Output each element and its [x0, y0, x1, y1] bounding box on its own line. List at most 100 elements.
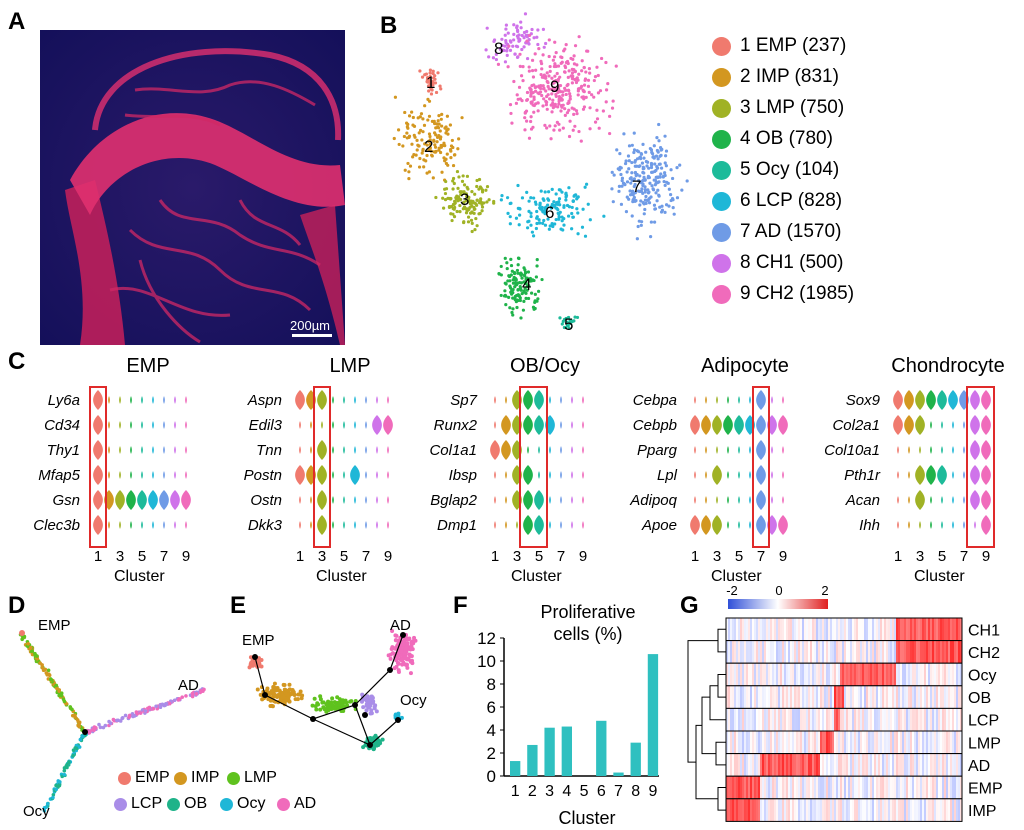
violin-shape [571, 396, 573, 404]
heatmap-cell [762, 798, 765, 822]
heatmap-cell [856, 618, 859, 641]
heatmap-row-label: CH1 [968, 622, 1000, 639]
tsne-point [403, 110, 407, 115]
violin-shape [365, 496, 367, 504]
trajectory-cell [20, 637, 24, 642]
trajectory-cell [103, 723, 108, 728]
heatmap-cell [790, 685, 793, 709]
heatmap-cell [824, 731, 827, 754]
heatmap-cell [934, 731, 937, 754]
heatmap-cell [960, 640, 963, 664]
tsne-point [557, 188, 561, 192]
tsne-point [616, 167, 620, 171]
heatmap-cell [942, 640, 945, 664]
trajectory-cell [65, 762, 69, 767]
heatmap-cell [884, 776, 887, 799]
violin-shape [141, 421, 143, 429]
tsne-point [536, 297, 540, 301]
heatmap-cell [768, 685, 771, 709]
cluster-tick: 7 [362, 548, 370, 565]
violin-shape [376, 446, 378, 454]
dendrogram-branch [701, 696, 716, 755]
heatmap-cell [934, 776, 937, 799]
legend-swatch [712, 191, 731, 211]
trajectory-cell [289, 691, 294, 696]
heatmap-cell [900, 618, 903, 641]
heatmap-cell [864, 663, 867, 686]
heatmap-cell [812, 663, 815, 686]
violin-shape [981, 465, 991, 485]
heatmap-cell [870, 708, 873, 731]
heatmap-cell [744, 640, 747, 664]
heatmap-cell [754, 776, 757, 799]
tsne-point [552, 80, 557, 84]
heatmap-cell [880, 708, 883, 731]
violin-shape [115, 490, 125, 510]
trajectory-cell [389, 647, 394, 652]
tsne-point [431, 176, 435, 180]
violin-shape [560, 521, 562, 529]
heatmap-cell [868, 618, 871, 641]
heatmap-cell [806, 731, 809, 754]
heatmap-cell [924, 776, 927, 799]
heatmap-cell [828, 798, 831, 822]
trajectory-cell [374, 709, 379, 714]
tsne-point [416, 116, 420, 120]
violin-shape [317, 440, 327, 460]
trajectory-cell [369, 696, 374, 701]
heatmap-cell [772, 776, 775, 799]
violin-shape [981, 490, 991, 510]
heatmap-cell [958, 663, 961, 686]
heatmap-cell [806, 685, 809, 709]
violin-shape [771, 471, 773, 479]
heatmap-cell [762, 618, 765, 641]
heatmap-cell [874, 798, 877, 822]
traj-d-emp-label: EMP [38, 617, 71, 634]
tsne-point [637, 219, 641, 223]
tsne-cluster-number: 8 [494, 39, 503, 58]
heatmap-cell [816, 798, 819, 822]
violin-shape [694, 396, 696, 404]
heatmap-cell [746, 776, 749, 799]
trajectory-cell [401, 660, 406, 665]
tsne-point [433, 145, 438, 149]
heatmap-cell [766, 663, 769, 686]
trajectory-cell [132, 714, 137, 718]
trajectory-cell [51, 795, 55, 800]
heatmap-cell [744, 618, 747, 641]
tsne-point [396, 128, 401, 132]
tsne-point [470, 190, 474, 194]
trajectory-cell [330, 696, 335, 701]
heatmap-cell [896, 708, 899, 731]
heatmap-cell [946, 685, 949, 709]
heatmap-cell [752, 708, 755, 731]
heatmap-cell [726, 708, 729, 731]
tsne-point [423, 142, 427, 146]
heatmap-cell [764, 776, 767, 799]
heatmap-cell [866, 776, 869, 799]
gene-label: Gsn [52, 492, 80, 509]
heatmap-cell [850, 708, 853, 731]
tsne-point [456, 147, 460, 151]
heatmap-cell [854, 753, 857, 777]
tsne-point [505, 261, 509, 265]
trajectory-cell [62, 768, 67, 773]
highlight-box [313, 386, 331, 548]
heatmap-cell [732, 663, 735, 686]
trajectory-cell [316, 702, 321, 707]
violin-shape [534, 415, 544, 435]
tsne-point [563, 107, 567, 111]
tsne-point [652, 155, 656, 159]
tsne-point [525, 277, 530, 281]
heatmap-cell [808, 753, 811, 777]
heatmap-cell [818, 731, 821, 754]
trajectory-legend-label: LCP [131, 795, 163, 812]
heatmap-cell [824, 776, 827, 799]
tsne-point [508, 306, 512, 310]
heatmap-cell [790, 640, 793, 664]
tsne-point [392, 136, 396, 141]
panel-g-label: G [680, 592, 699, 619]
legend-item: 4 OB (780) [712, 127, 833, 151]
heatmap-cell [912, 663, 915, 686]
trajectory-cell [62, 699, 67, 704]
